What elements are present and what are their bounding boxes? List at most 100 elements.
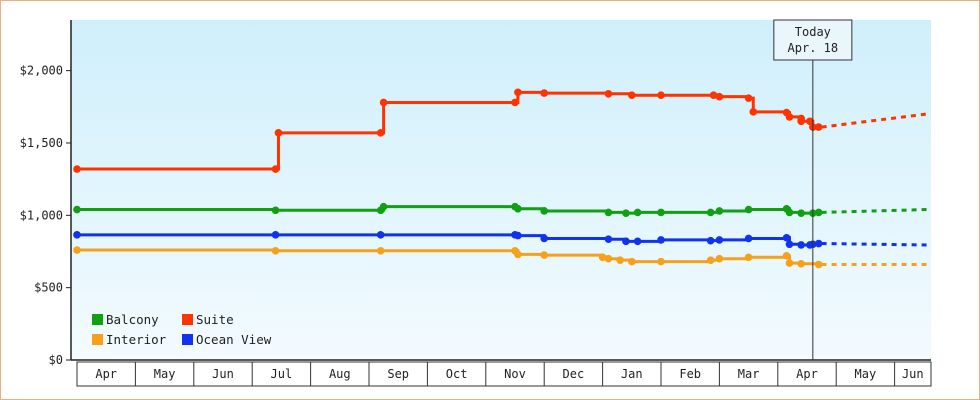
data-point [540,207,548,215]
data-point [376,129,385,137]
data-point [514,205,522,213]
data-point [657,236,665,244]
data-point [271,231,280,239]
data-point [782,233,791,242]
y-tick-label: $0 [49,353,63,367]
data-point [379,202,388,211]
data-point [73,231,81,239]
data-point [744,234,753,243]
today-label: Apr. 18 [788,41,839,55]
data-point [744,205,753,214]
data-point [657,208,665,217]
data-point [715,92,724,101]
x-tick-label: Jul [271,367,293,381]
data-point [622,237,630,246]
data-point [782,252,791,260]
month-band [76,361,932,387]
data-point [706,236,715,245]
x-tick-label: Feb [679,367,701,381]
data-point [73,165,81,173]
data-point [514,88,522,97]
data-point [657,257,665,266]
x-tick-label: Sep [387,367,409,381]
series-interior [73,246,927,269]
data-point [616,256,624,264]
x-tick-label: Oct [446,367,468,381]
data-point [633,208,642,217]
data-point [271,206,280,215]
data-point [706,208,715,217]
data-point [715,207,724,215]
data-point [376,246,385,255]
data-point [814,123,823,131]
x-tick-label: Jan [621,367,643,381]
series-suite [73,88,927,173]
data-point [514,250,522,259]
data-point [785,240,794,249]
data-point [604,254,613,263]
legend-label: Suite [196,312,234,327]
legend-label: Balcony [106,312,159,327]
data-point [814,239,823,248]
x-tick-label: Nov [504,367,526,381]
y-tick-label: $1,000 [20,208,63,222]
data-point [785,259,794,267]
x-tick-label: Apr [796,367,818,381]
y-tick-label: $1,500 [20,136,63,150]
y-axis: $0 $500 $1,000 $1,500 $2,000 [20,20,72,367]
x-tick-label: Jun [212,367,234,381]
today-box [773,19,853,61]
data-point [274,129,283,137]
x-tick-label: Jun [902,367,924,381]
data-point [715,254,724,263]
legend-label: Ocean View [196,332,272,347]
data-point [376,231,385,239]
data-point [622,209,630,217]
x-tick-label: Apr [95,367,117,381]
data-point [271,246,280,255]
series-balcony [73,202,927,217]
data-point [706,256,715,264]
data-point [540,89,548,97]
data-point [271,165,280,173]
forecast-line [821,112,927,129]
data-point [540,251,548,259]
data-point [797,241,805,249]
legend-label: Interior [106,332,167,347]
data-point [628,91,636,100]
data-point [604,89,613,98]
data-point [628,257,636,266]
legend-swatch [92,314,103,325]
x-tick-label: Dec [563,367,585,381]
x-tick-label: May [855,367,877,381]
data-point [814,260,823,269]
x-tick-label: Mar [738,367,760,381]
data-point [379,98,388,107]
forecast-line [821,208,927,214]
legend: Balcony Suite Interior Ocean View [92,312,272,347]
x-tick-label: May [154,367,176,381]
data-point [797,117,805,126]
data-point [744,253,753,262]
data-point [814,208,823,217]
y-tick-label: $500 [34,281,63,295]
data-point [73,205,81,214]
data-point [785,113,794,121]
data-point [514,231,522,240]
plot-area [71,20,931,360]
data-point [511,98,519,107]
x-axis: Apr May Jun Jul Aug Sep Oct Nov Dec Jan Feb Mar Apr M… [71,359,932,387]
legend-swatch [92,334,103,345]
data-point [715,236,724,244]
today-label: Today [795,25,831,39]
forecast-line [821,242,927,247]
data-point [540,234,548,243]
data-point [749,108,758,116]
series-ocean-view [73,231,927,249]
y-tick-label: $2,000 [20,64,63,78]
data-point [785,208,794,217]
data-point [604,208,613,217]
data-point [657,91,665,100]
today-marker: Today Apr. 18 [773,19,853,360]
